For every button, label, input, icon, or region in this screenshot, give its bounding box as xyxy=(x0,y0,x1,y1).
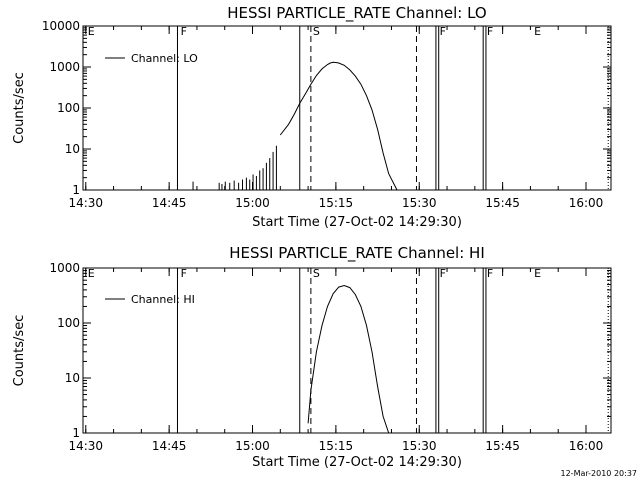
flag-label: E xyxy=(88,267,95,280)
x-tick-label: 14:30 xyxy=(68,439,103,453)
flag-label: F xyxy=(181,267,187,280)
flag-label: E xyxy=(534,25,541,38)
x-tick-label: 15:15 xyxy=(319,439,354,453)
y-tick-label: 10000 xyxy=(42,19,80,33)
flag-label: E xyxy=(88,25,95,38)
flag-label: F xyxy=(181,25,187,38)
series-line xyxy=(307,284,390,434)
series-line xyxy=(279,61,398,191)
flag-label: F xyxy=(487,267,493,280)
plot-channel-lo: HESSI PARTICLE_RATE Channel: LO 1 10 100 100… xyxy=(12,4,612,230)
x-tick-label: 15:15 xyxy=(319,196,354,210)
flag-label: F xyxy=(440,25,446,38)
y-tick-label: 1000 xyxy=(49,60,80,74)
x-tick-label: 15:00 xyxy=(235,439,270,453)
x-tick-label: 16:00 xyxy=(569,439,604,453)
y-tick-label: 1 xyxy=(72,183,80,197)
y-axis-label: Counts/sec xyxy=(12,315,27,387)
plot-frame xyxy=(82,267,612,434)
y-tick-label: 10 xyxy=(65,371,80,385)
chart-title: HESSI PARTICLE_RATE Channel: HI xyxy=(229,244,485,263)
x-tick-label: 14:45 xyxy=(152,439,187,453)
legend-entry: Channel: HI xyxy=(131,293,195,306)
timestamp: 12-Mar-2010 20:37 xyxy=(561,469,638,478)
x-tick-label: 15:45 xyxy=(485,196,520,210)
flag-label: E xyxy=(534,267,541,280)
plot-channel-hi: HESSI PARTICLE_RATE Channel: HI 1 10 100 100… xyxy=(12,244,612,470)
x-tick-label: 14:45 xyxy=(152,196,187,210)
x-tick-label: 15:00 xyxy=(235,196,270,210)
x-axis-label: Start Time (27-Oct-02 14:29:30) xyxy=(252,215,462,230)
flag-label: F xyxy=(487,25,493,38)
y-tick-label: 1 xyxy=(72,426,80,440)
chart-title: HESSI PARTICLE_RATE Channel: LO xyxy=(227,4,486,23)
x-tick-label: 16:00 xyxy=(569,196,604,210)
legend-entry: Channel: LO xyxy=(131,52,198,65)
y-tick-label: 1000 xyxy=(49,261,80,275)
x-tick-label: 15:30 xyxy=(402,439,437,453)
flag-label: S xyxy=(313,267,320,280)
x-tick-label: 15:30 xyxy=(402,196,437,210)
x-axis-label: Start Time (27-Oct-02 14:29:30) xyxy=(252,455,462,470)
flag-label: S xyxy=(313,25,320,38)
y-tick-label: 10 xyxy=(65,142,80,156)
flag-label: F xyxy=(440,267,446,280)
x-tick-label: 15:45 xyxy=(485,439,520,453)
y-tick-label: 100 xyxy=(57,101,80,115)
x-tick-label: 14:30 xyxy=(68,196,103,210)
plot-frame xyxy=(82,25,612,191)
y-tick-label: 100 xyxy=(57,316,80,330)
y-axis-label: Counts/sec xyxy=(12,72,27,144)
